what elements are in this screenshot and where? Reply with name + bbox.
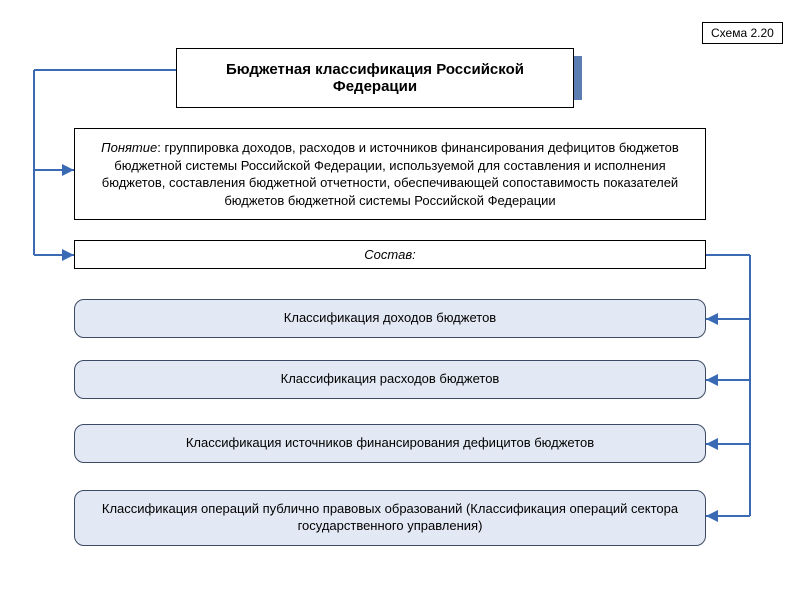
item-1: Классификация доходов бюджетов (74, 299, 706, 338)
item-3: Классификация источников финансирования … (74, 424, 706, 463)
item-2: Классификация расходов бюджетов (74, 360, 706, 399)
concept-text: : группировка доходов, расходов и источн… (102, 140, 679, 208)
concept-label: Понятие (101, 140, 157, 155)
scheme-badge: Схема 2.20 (702, 22, 783, 44)
item-4: Классификация операций публично правовых… (74, 490, 706, 546)
title-box: Бюджетная классификация Российской Федер… (176, 48, 574, 108)
concept-box: Понятие: группировка доходов, расходов и… (74, 128, 706, 220)
sostav-box: Состав: (74, 240, 706, 269)
